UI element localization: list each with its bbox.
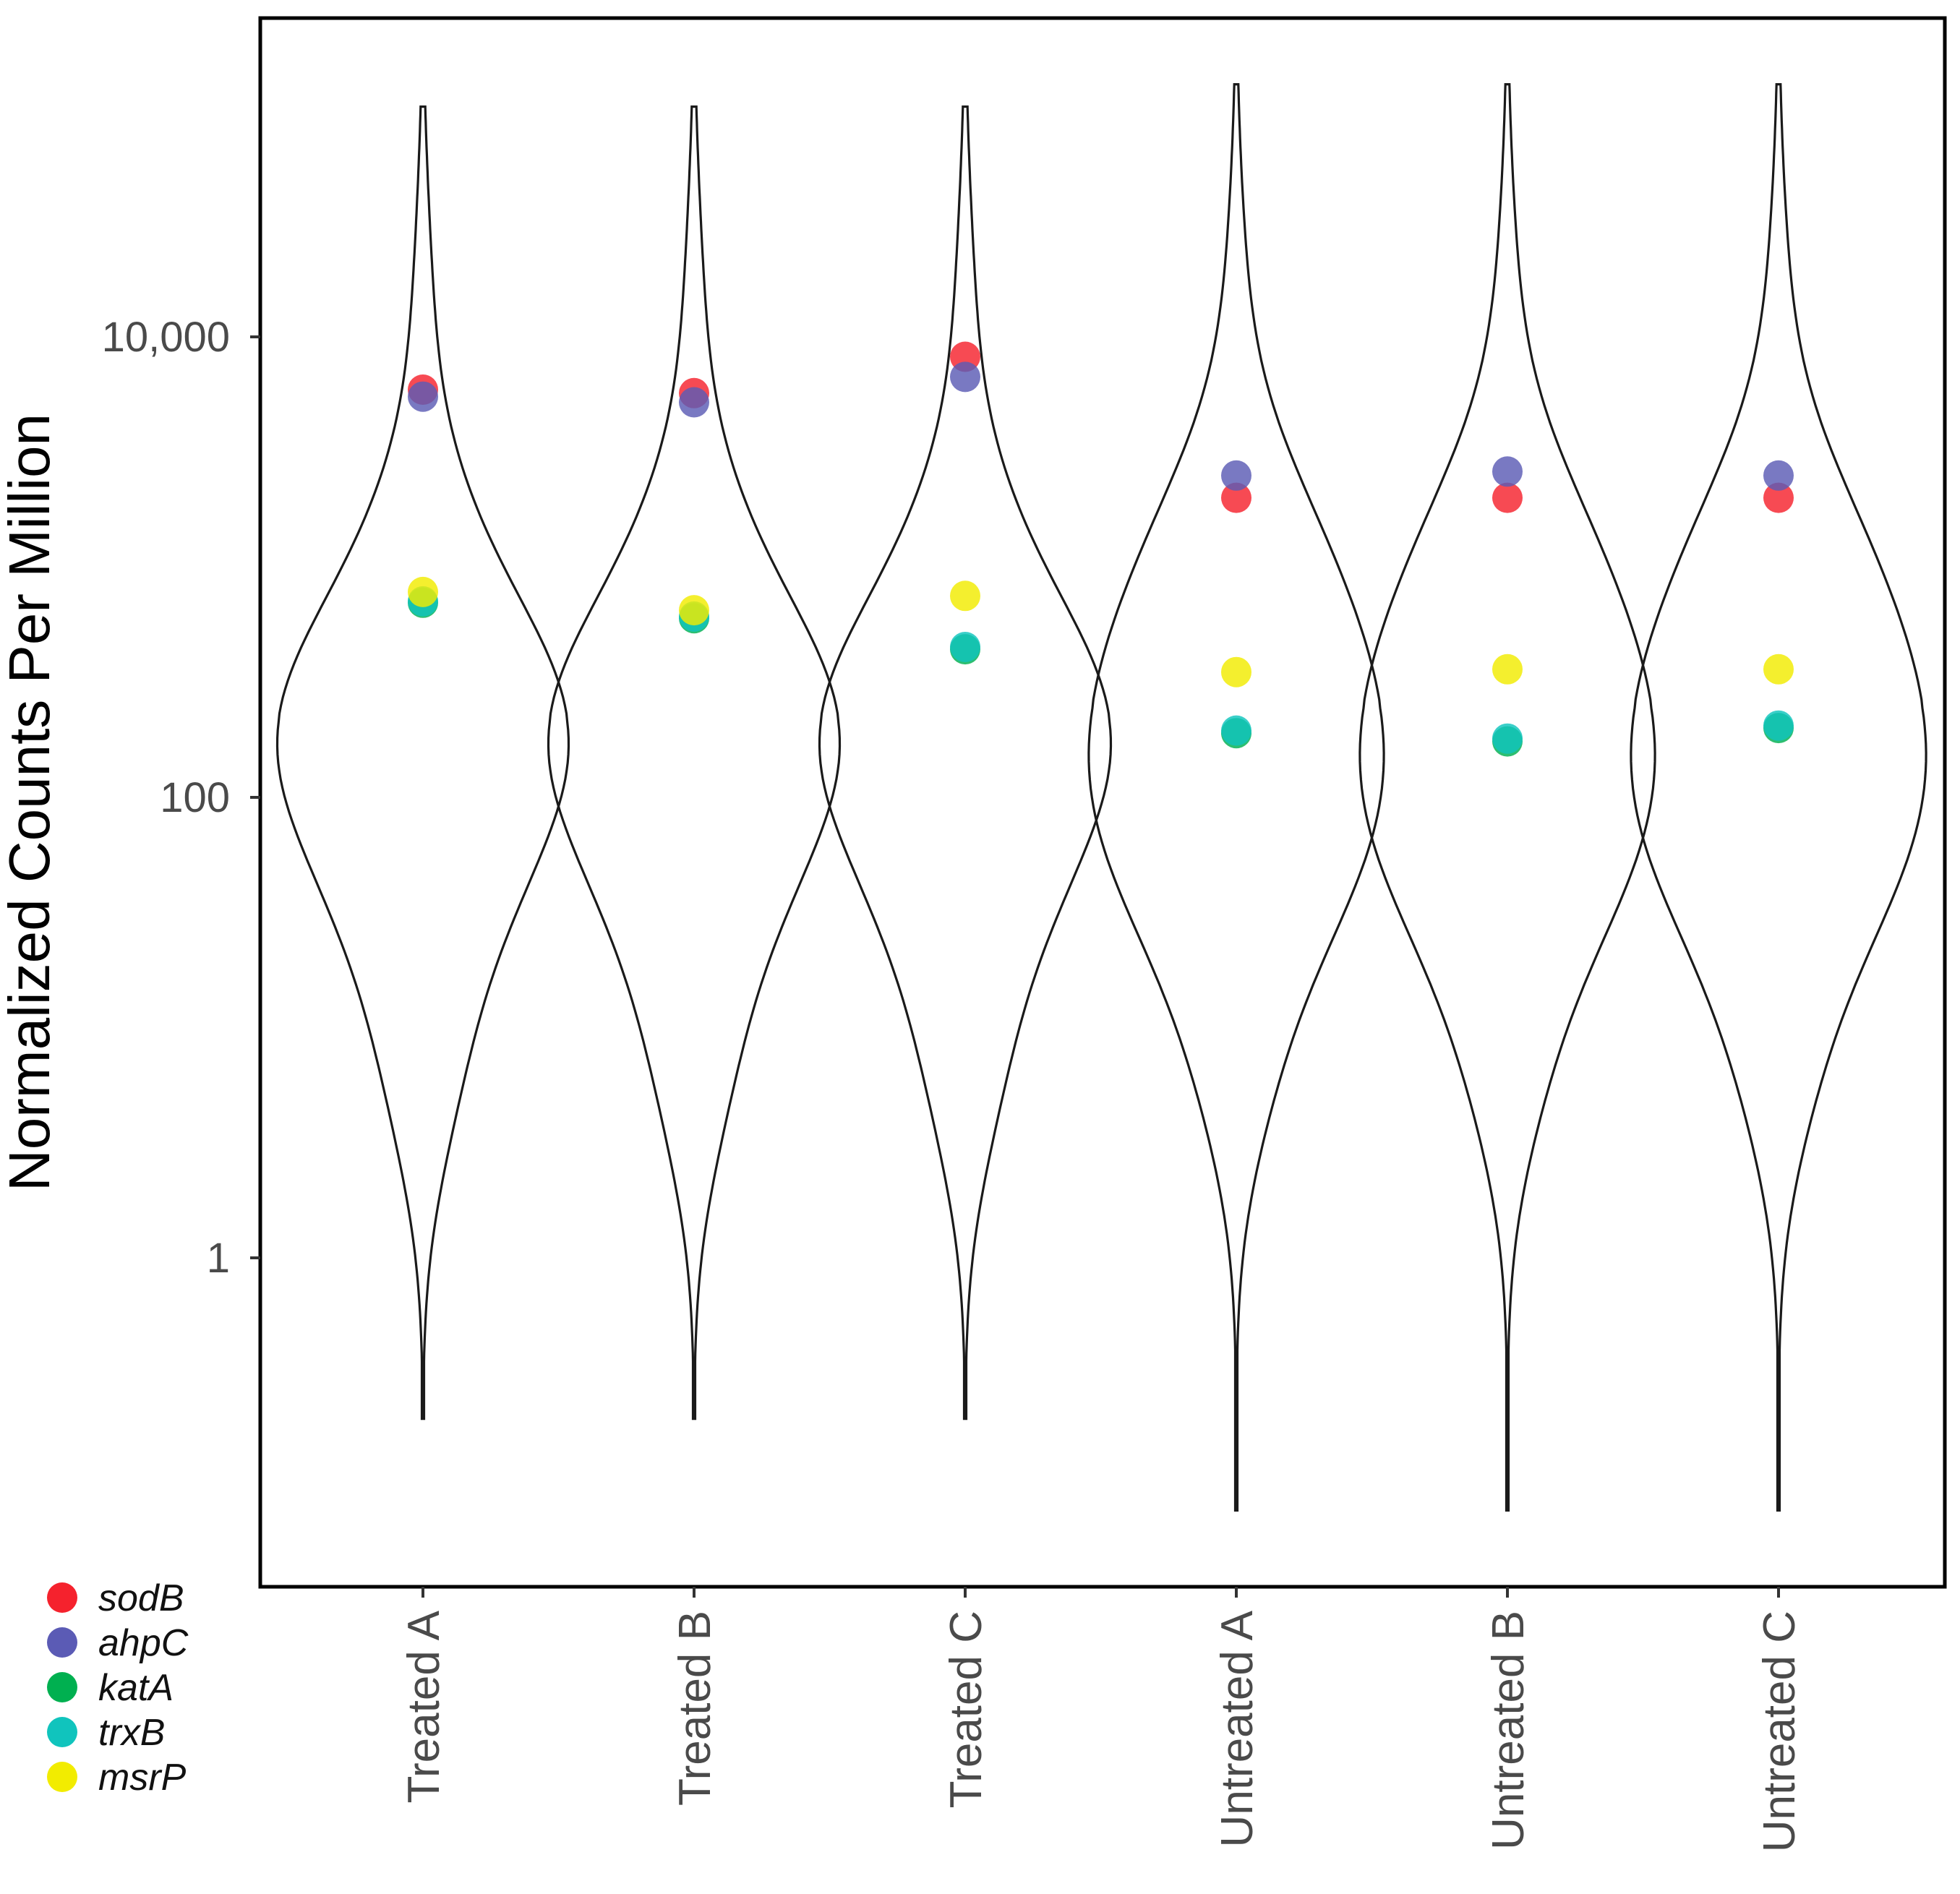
violin-treated-b (547, 105, 842, 1420)
points-layer (408, 341, 1794, 757)
point-msrP-treated-c (950, 580, 980, 612)
x-tick-label: Treated A (399, 1610, 449, 1803)
y-tick-label: 10,000 (102, 314, 230, 361)
point-msrP-treated-b (679, 595, 709, 626)
y-axis: 1 100 10,000 (102, 314, 260, 1282)
x-tick-label: Untreated C (1755, 1611, 1805, 1852)
legend-label-trxB: trxB (98, 1712, 165, 1754)
legend-label-ahpC: ahpC (98, 1622, 189, 1664)
point-sodB-untreated-c (1763, 482, 1794, 513)
point-sodB-untreated-b (1492, 482, 1523, 513)
point-trxB-treated-c (950, 632, 980, 662)
legend-swatch-ahpC (47, 1627, 77, 1658)
legend-swatch-katA (47, 1672, 77, 1702)
point-ahpC-treated-a (408, 381, 438, 412)
point-trxB-untreated-c (1763, 710, 1794, 741)
x-axis: Treated A Treated B Treated C Untreated A Un… (399, 1587, 1805, 1852)
x-tick-label: Untreated B (1484, 1611, 1533, 1850)
point-msrP-untreated-a (1221, 656, 1251, 687)
x-tick-label: Treated B (670, 1611, 720, 1806)
point-ahpC-untreated-a (1221, 460, 1251, 491)
violin-treated-c (818, 105, 1113, 1420)
violin-layer (275, 83, 1927, 1512)
violin-untreated-c (1630, 83, 1927, 1512)
x-tick-label: Untreated A (1212, 1610, 1262, 1847)
violin-untreated-b (1358, 83, 1656, 1512)
legend-label-sodB: sodB (98, 1577, 184, 1619)
point-msrP-untreated-c (1763, 654, 1794, 685)
legend-swatch-trxB (47, 1717, 77, 1747)
y-tick-label: 100 (160, 774, 230, 821)
x-tick-label: Treated C (941, 1611, 991, 1808)
y-axis-title: Normalized Counts Per Million (0, 413, 61, 1191)
point-ahpC-untreated-c (1763, 460, 1794, 491)
point-sodB-untreated-a (1221, 482, 1251, 513)
violin-treated-a (275, 105, 570, 1420)
point-ahpC-untreated-b (1492, 456, 1523, 487)
legend-swatch-msrP (47, 1762, 77, 1792)
legend-swatch-sodB (47, 1582, 77, 1613)
legend-label-katA: katA (98, 1667, 174, 1709)
point-ahpC-treated-c (950, 361, 980, 393)
point-msrP-treated-a (408, 576, 438, 607)
legend-label-msrP: msrP (98, 1757, 187, 1799)
point-msrP-untreated-b (1492, 654, 1523, 685)
point-trxB-untreated-a (1221, 715, 1251, 746)
y-tick-label: 1 (207, 1235, 230, 1282)
point-trxB-untreated-b (1492, 723, 1523, 754)
point-ahpC-treated-b (679, 387, 709, 418)
violin-untreated-a (1087, 83, 1385, 1512)
